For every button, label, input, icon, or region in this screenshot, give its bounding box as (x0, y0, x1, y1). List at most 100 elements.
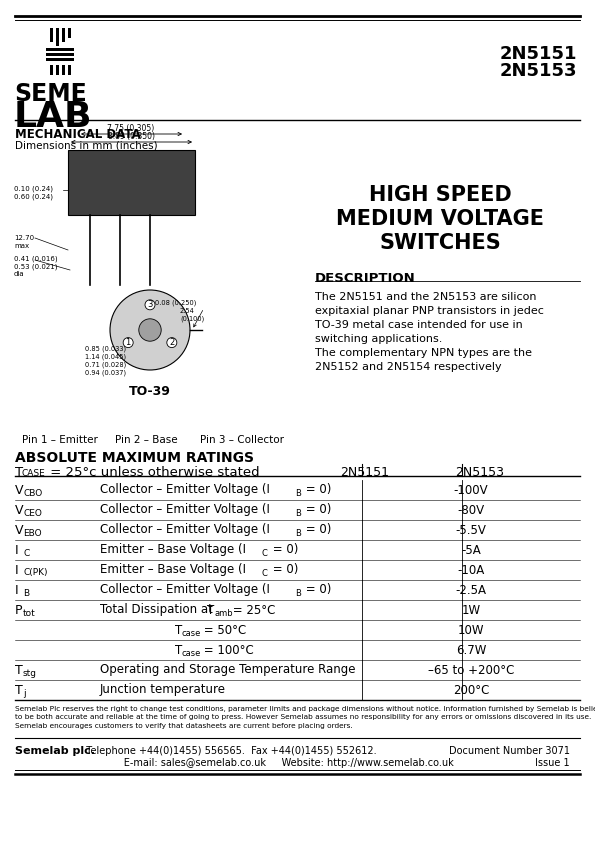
Text: 6.7W: 6.7W (456, 643, 486, 657)
Text: j: j (23, 689, 26, 697)
Text: HIGH SPEED: HIGH SPEED (369, 185, 511, 205)
Bar (56, 28, 59, 46)
Circle shape (123, 338, 133, 348)
Text: 0.94 (0.037): 0.94 (0.037) (85, 369, 126, 376)
Text: Collector – Emitter Voltage (I: Collector – Emitter Voltage (I (100, 584, 270, 596)
Text: 8.89 (0.350): 8.89 (0.350) (108, 132, 155, 141)
Text: T: T (175, 643, 182, 657)
Text: C: C (262, 548, 268, 557)
Text: = 0): = 0) (302, 584, 331, 596)
Text: Pin 2 – Base: Pin 2 – Base (115, 435, 178, 445)
Text: EBO: EBO (23, 529, 42, 537)
Text: 200°C: 200°C (453, 684, 489, 696)
Bar (68, 65, 71, 75)
Text: V: V (15, 524, 23, 536)
Text: 2.54
(0.100): 2.54 (0.100) (180, 308, 204, 322)
Text: 0.41 (0.016): 0.41 (0.016) (14, 255, 58, 262)
Text: = 25°c unless otherwise stated: = 25°c unless otherwise stated (46, 466, 259, 479)
Bar (68, 28, 71, 38)
Bar (46, 53, 74, 56)
Text: CEO: CEO (23, 509, 42, 518)
Text: T: T (15, 663, 23, 676)
Text: Document Number 3071: Document Number 3071 (449, 746, 570, 756)
Text: dia: dia (14, 271, 24, 277)
Text: Total Dissipation at: Total Dissipation at (100, 604, 217, 616)
Text: MEDIUM VOLTAGE: MEDIUM VOLTAGE (336, 209, 544, 229)
Text: Junction temperature: Junction temperature (100, 684, 226, 696)
Circle shape (110, 290, 190, 370)
Text: 0.71 (0.028): 0.71 (0.028) (85, 361, 126, 367)
Text: 2N5151: 2N5151 (500, 45, 578, 63)
Text: 1W: 1W (462, 604, 481, 616)
Text: 2N5153: 2N5153 (500, 62, 578, 80)
Bar (62, 65, 65, 75)
Text: T: T (207, 604, 214, 616)
Text: 1.14 (0.045): 1.14 (0.045) (85, 353, 126, 360)
Text: The 2N5151 and the 2N5153 are silicon
expitaxial planar PNP transistors in jedec: The 2N5151 and the 2N5153 are silicon ex… (315, 292, 544, 344)
Bar (62, 28, 65, 42)
Text: 7.75 (0.305): 7.75 (0.305) (107, 124, 155, 133)
Text: = 0): = 0) (302, 483, 331, 497)
Text: I: I (15, 543, 18, 557)
Circle shape (139, 319, 161, 341)
Text: B: B (23, 589, 29, 598)
Bar (50, 28, 53, 42)
Text: 0.85 (0.033): 0.85 (0.033) (85, 345, 126, 351)
Text: LAB: LAB (14, 100, 92, 134)
Text: C: C (23, 548, 29, 557)
Text: Issue 1: Issue 1 (536, 758, 570, 768)
Text: SEME: SEME (14, 82, 87, 106)
Text: T: T (175, 623, 182, 637)
Text: -10A: -10A (458, 563, 484, 577)
Text: case: case (182, 648, 201, 658)
Text: CBO: CBO (23, 488, 42, 498)
Text: stg: stg (23, 669, 37, 678)
Text: = 0): = 0) (302, 504, 331, 516)
Text: Emitter – Base Voltage (I: Emitter – Base Voltage (I (100, 563, 246, 577)
Text: Collector – Emitter Voltage (I: Collector – Emitter Voltage (I (100, 524, 270, 536)
Text: B: B (295, 509, 301, 518)
Text: 1: 1 (126, 338, 131, 347)
Text: 2N5153: 2N5153 (456, 466, 505, 479)
Text: Collector – Emitter Voltage (I: Collector – Emitter Voltage (I (100, 504, 270, 516)
Bar (68, 150, 195, 215)
Text: I: I (15, 563, 18, 577)
Text: tot: tot (23, 609, 36, 617)
Text: C(PK): C(PK) (23, 568, 48, 578)
Text: = 0): = 0) (269, 543, 298, 557)
Text: V: V (15, 504, 23, 516)
Text: Pin 3 – Collector: Pin 3 – Collector (200, 435, 284, 445)
Text: 12.70: 12.70 (14, 235, 34, 241)
Text: = 50°C: = 50°C (200, 623, 246, 637)
Text: 0.53 (0.021): 0.53 (0.021) (14, 263, 58, 269)
Text: = 0): = 0) (302, 524, 331, 536)
Text: -5.5V: -5.5V (456, 524, 487, 536)
Bar (46, 48, 74, 51)
Text: 0.60 (0.24): 0.60 (0.24) (14, 193, 53, 200)
Text: Telephone +44(0)1455) 556565.  Fax +44(0)1455) 552612.: Telephone +44(0)1455) 556565. Fax +44(0)… (80, 746, 377, 756)
Text: C: C (262, 568, 268, 578)
Text: T: T (15, 684, 23, 696)
Text: -80V: -80V (458, 504, 484, 516)
Text: 0.10 (0.24): 0.10 (0.24) (14, 185, 53, 191)
Text: case: case (182, 628, 201, 637)
Text: max: max (14, 243, 29, 249)
Text: TO-39: TO-39 (129, 385, 171, 398)
Text: Semelab Plc reserves the right to change test conditions, parameter limits and p: Semelab Plc reserves the right to change… (15, 706, 595, 729)
Text: 2: 2 (169, 338, 174, 347)
Text: Pin 1 – Emitter: Pin 1 – Emitter (22, 435, 98, 445)
Circle shape (145, 300, 155, 310)
Text: DESCRIPTION: DESCRIPTION (315, 272, 416, 285)
Text: V: V (15, 483, 23, 497)
Bar (50, 65, 53, 75)
Text: Operating and Storage Temperature Range: Operating and Storage Temperature Range (100, 663, 355, 676)
Text: B: B (295, 488, 301, 498)
Text: B: B (295, 589, 301, 598)
Text: 10W: 10W (458, 623, 484, 637)
Text: E-mail: sales@semelab.co.uk     Website: http://www.semelab.co.uk: E-mail: sales@semelab.co.uk Website: htt… (80, 758, 454, 768)
Text: = 0): = 0) (269, 563, 298, 577)
Text: = 25°C: = 25°C (229, 604, 275, 616)
Text: I: I (15, 584, 18, 596)
Text: SWITCHES: SWITCHES (379, 233, 501, 253)
Text: ABSOLUTE MAXIMUM RATINGS: ABSOLUTE MAXIMUM RATINGS (15, 451, 254, 465)
